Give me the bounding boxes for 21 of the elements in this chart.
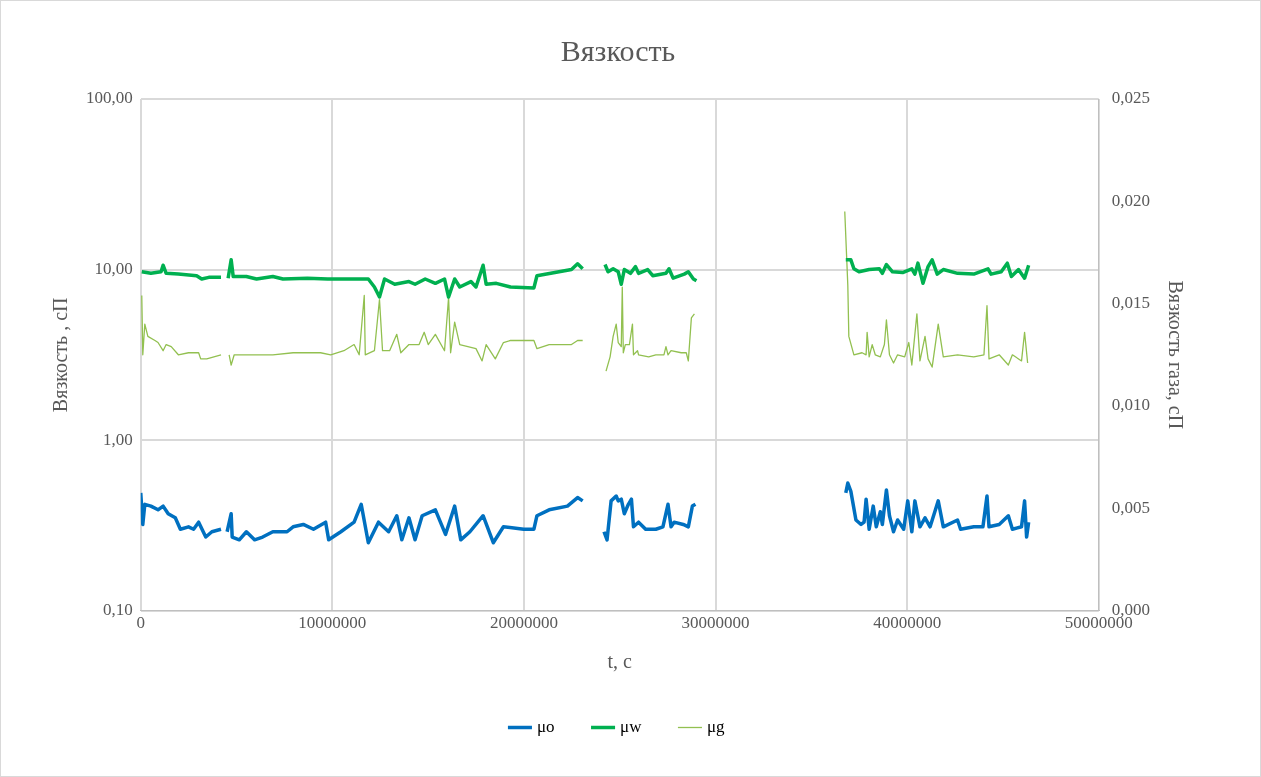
y2-tick-label: 0,015: [1111, 293, 1150, 313]
y-tick-label: 10,00: [94, 259, 133, 278]
x-tick-label: 0: [136, 613, 145, 633]
y-tick-label: 100,00: [86, 88, 133, 108]
y2-tick-label: 0,020: [1111, 190, 1150, 210]
x-tick-label: 20000000: [489, 613, 558, 633]
y2-tick-label: 0,010: [1111, 395, 1150, 415]
y-axis-title: Вязкость , сП: [49, 297, 72, 413]
legend-label: μg: [706, 716, 726, 736]
y-tick-label: 0,10: [103, 600, 133, 620]
x-tick-label: 40000000: [873, 613, 942, 633]
chart-title: Вязкость: [560, 33, 676, 67]
x-tick-label: 10000000: [298, 613, 367, 633]
legend-label: μo: [536, 716, 555, 736]
legend-label: μw: [620, 716, 643, 736]
y2-tick-label: 0,025: [1111, 88, 1150, 108]
y-tick-label: 1,00: [103, 429, 133, 449]
x-axis-title: t, с: [607, 650, 633, 673]
y2-tick-label: 0,005: [1111, 497, 1150, 517]
x-tick-label: 30000000: [681, 613, 750, 633]
y2-axis-title: Вязкость газа, сП: [1164, 280, 1187, 430]
